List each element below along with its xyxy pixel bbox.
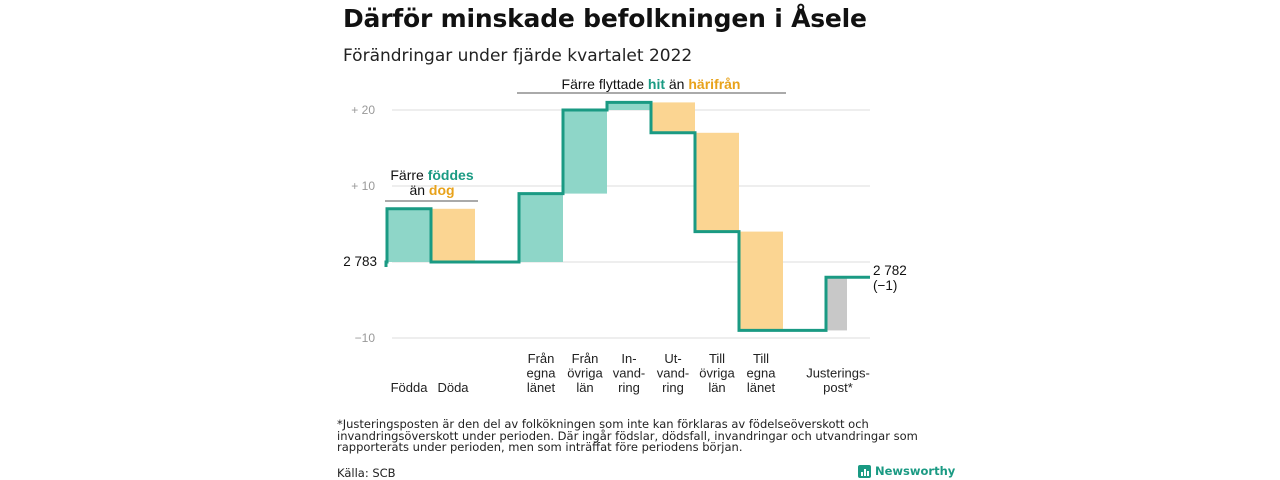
footnote: *Justeringsposten är den del av folkökni… bbox=[337, 417, 918, 454]
category-label: Till bbox=[709, 351, 725, 366]
category-label: vand- bbox=[657, 366, 690, 381]
start-value-label: 2 783 bbox=[343, 254, 377, 269]
category-label: övriga bbox=[567, 366, 603, 381]
category-label: länet bbox=[527, 380, 556, 395]
category-label: Ut- bbox=[664, 351, 681, 366]
category-label: län bbox=[708, 380, 725, 395]
waterfall-chart: + 20+ 10−10 Födda DödaFrånegnalänetFrånöv… bbox=[343, 76, 907, 395]
category-label: län bbox=[576, 380, 593, 395]
annotation-moved-text: Färre flyttade hit än härifrån bbox=[562, 76, 741, 92]
waterfall-bar bbox=[826, 277, 847, 331]
category-label: post* bbox=[823, 380, 853, 395]
category-label: ring bbox=[662, 380, 684, 395]
category-label: Från bbox=[572, 351, 599, 366]
category-label: Till bbox=[753, 351, 769, 366]
waterfall-bar bbox=[563, 110, 607, 194]
category-label: Justerings- bbox=[806, 366, 870, 381]
waterfall-bar bbox=[695, 132, 739, 232]
running-total-line bbox=[384, 100, 870, 332]
category-label: egna bbox=[747, 366, 777, 381]
waterfall-bar bbox=[519, 193, 563, 262]
y-tick-label: + 10 bbox=[351, 179, 375, 193]
annotation-born-text: Färre föddes bbox=[390, 167, 473, 183]
waterfall-bar bbox=[739, 231, 783, 331]
category-label: Döda bbox=[437, 380, 469, 395]
waterfall-bar bbox=[651, 102, 695, 133]
source-label: Källa: SCB bbox=[337, 466, 396, 480]
end-value-label: 2 782 bbox=[873, 263, 907, 278]
labels: Födda DödaFrånegnalänetFrånövrigalänIn-va… bbox=[343, 254, 907, 395]
category-label: länet bbox=[747, 380, 776, 395]
brand-name: Newsworthy bbox=[875, 464, 956, 478]
category-label: egna bbox=[527, 366, 557, 381]
y-tick-label: −10 bbox=[355, 331, 376, 345]
y-tick-label: + 20 bbox=[351, 103, 375, 117]
annotation-died-text: än dog bbox=[409, 182, 454, 198]
category-label: övriga bbox=[699, 366, 735, 381]
waterfall-bar bbox=[387, 208, 431, 262]
waterfall-bar bbox=[431, 208, 475, 262]
bars bbox=[387, 102, 847, 331]
category-label: Från bbox=[528, 351, 555, 366]
chart-title: Därför minskade befolkningen i Åsele bbox=[343, 4, 867, 33]
brand-logo: Newsworthy bbox=[858, 463, 955, 479]
brand-icon bbox=[858, 464, 871, 478]
category-label: Födda bbox=[391, 380, 429, 395]
category-label: ring bbox=[618, 380, 640, 395]
waterfall-bar bbox=[607, 102, 651, 110]
category-label: vand- bbox=[613, 366, 646, 381]
chart-subtitle: Förändringar under fjärde kvartalet 2022 bbox=[343, 46, 693, 66]
end-change-label: (−1) bbox=[873, 278, 897, 293]
category-label: In- bbox=[621, 351, 636, 366]
